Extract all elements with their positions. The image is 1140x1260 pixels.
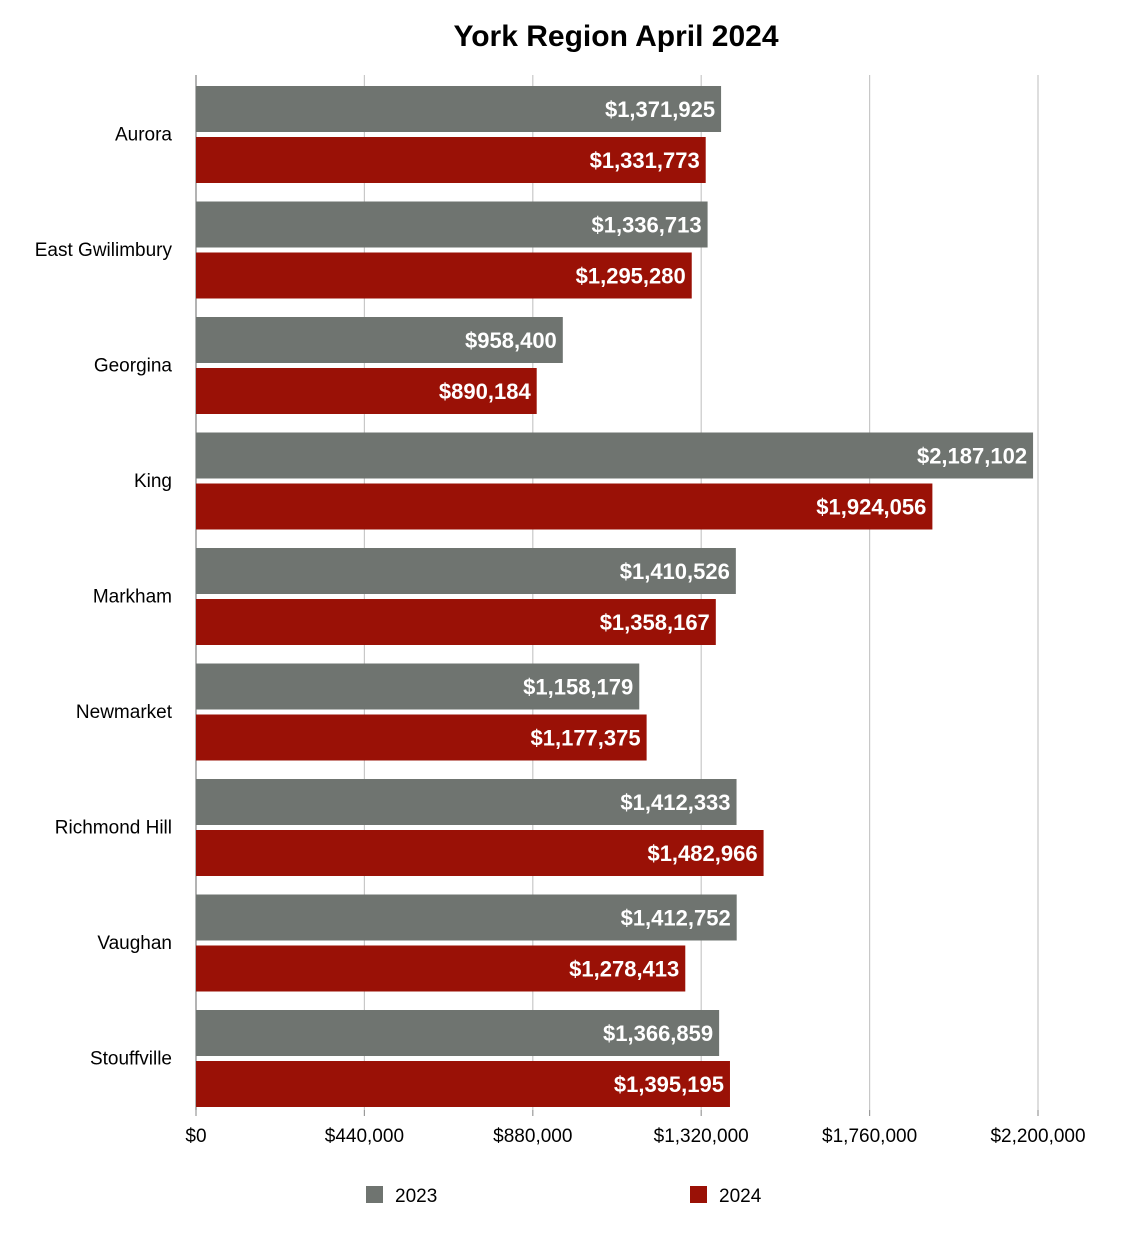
data-label: $1,278,413: [569, 957, 679, 982]
bar-2024: [196, 252, 692, 299]
bar-2023: [196, 779, 737, 825]
category-label: Aurora: [115, 125, 172, 146]
legend-label: 2023: [395, 1186, 437, 1207]
data-label: $1,412,752: [621, 906, 731, 931]
data-label: $1,177,375: [531, 726, 641, 751]
category-label: Georgina: [94, 356, 173, 377]
x-tick-labels: $0 $440,000 $880,000 $1,320,000 $1,760,000 $2…: [185, 1126, 1085, 1147]
bar-2023: [196, 86, 722, 132]
data-label: $958,400: [465, 328, 557, 353]
bars: [196, 86, 1034, 1107]
category-label: Vaughan: [97, 933, 172, 954]
bar-2024: [196, 714, 647, 761]
bar-2023: [196, 432, 1034, 479]
data-labels: $1,371,925 $1,331,773 $1,336,713 $1,295,280…: [439, 97, 1027, 1097]
category-label: Stouffville: [90, 1049, 172, 1070]
data-label: $2,187,102: [917, 444, 1027, 469]
data-label: $890,184: [439, 379, 532, 404]
bar-2024: [196, 599, 716, 645]
bar-2023: [196, 1010, 720, 1056]
data-label: $1,410,526: [620, 559, 730, 584]
data-label: $1,295,280: [576, 264, 686, 289]
category-label: King: [134, 471, 172, 492]
bar-2024: [196, 830, 764, 876]
category-labels: Aurora East Gwilimbury Georgina King Markham…: [35, 125, 173, 1070]
data-label: $1,358,167: [600, 610, 710, 635]
data-label: $1,924,056: [816, 495, 926, 520]
bar-2024: [196, 1061, 730, 1107]
bar-2023: [196, 201, 708, 248]
bar-2023: [196, 548, 736, 594]
bar-2024: [196, 137, 706, 183]
legend: 2023 2024: [366, 1186, 762, 1207]
bar-2023: [196, 317, 563, 363]
data-label: $1,331,773: [590, 148, 700, 173]
bar-2024: [196, 483, 933, 530]
bar-2023: [196, 894, 737, 941]
data-label: $1,412,333: [620, 790, 730, 815]
x-tick-label: $880,000: [493, 1126, 572, 1147]
x-tick-label: $0: [185, 1126, 206, 1147]
x-tick-label: $440,000: [325, 1126, 404, 1147]
chart-title: York Region April 2024: [453, 20, 778, 53]
bar-2024: [196, 368, 537, 414]
category-label: East Gwilimbury: [35, 240, 173, 261]
category-label: Newmarket: [76, 702, 173, 723]
data-label: $1,366,859: [603, 1021, 713, 1046]
data-label: $1,395,195: [614, 1072, 724, 1097]
legend-swatch: [366, 1186, 383, 1203]
category-label: Markham: [93, 587, 172, 608]
x-tick-label: $2,200,000: [990, 1126, 1085, 1147]
x-tick-label: $1,320,000: [654, 1126, 749, 1147]
data-label: $1,371,925: [605, 97, 715, 122]
x-tick-label: $1,760,000: [822, 1126, 917, 1147]
bar-2023: [196, 663, 640, 710]
data-label: $1,158,179: [523, 675, 633, 700]
legend-label: 2024: [719, 1186, 762, 1207]
data-label: $1,336,713: [591, 213, 701, 238]
legend-swatch: [690, 1186, 707, 1203]
bar-2024: [196, 945, 686, 992]
data-label: $1,482,966: [647, 841, 757, 866]
category-label: Richmond Hill: [55, 818, 172, 839]
